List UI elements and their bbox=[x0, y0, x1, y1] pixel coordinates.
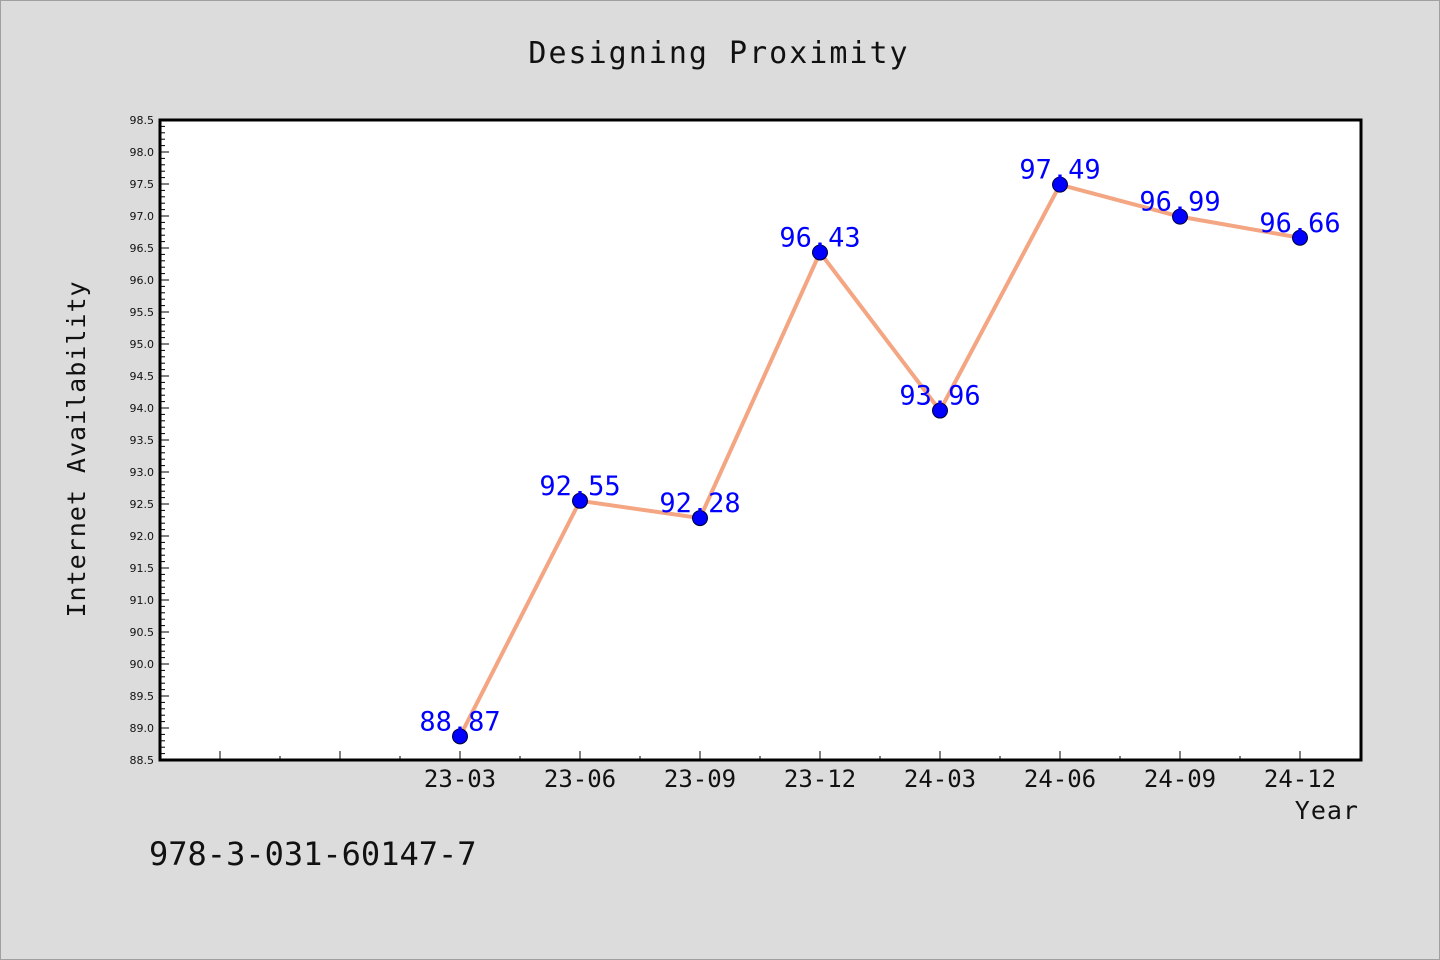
data-point bbox=[1292, 229, 1308, 246]
series-group: 88.87 92.55 92.28 96.43 93.96 97.49 96.99 96.66 bbox=[419, 155, 1341, 745]
chart-title: Designing Proximity bbox=[528, 36, 909, 71]
data-point bbox=[452, 728, 468, 745]
x-tick-label: 24-06 bbox=[1024, 765, 1096, 793]
y-tick-label: 89.5 bbox=[130, 690, 155, 703]
footnote: 978-3-031-60147-7 bbox=[149, 835, 477, 873]
y-tick-label: 98.5 bbox=[130, 114, 155, 127]
y-tick-label: 96.5 bbox=[130, 242, 155, 255]
x-tick-label: 24-03 bbox=[904, 765, 976, 793]
y-tick-label: 95.0 bbox=[130, 338, 155, 351]
y-tick-label: 97.5 bbox=[130, 178, 155, 191]
y-axis: 88.5 89.0 89.5 90.0 90.5 91.0 91.5 92.0 92.5 93.0… bbox=[130, 114, 169, 767]
y-tick-label: 93.0 bbox=[130, 466, 155, 479]
y-tick-label: 90.5 bbox=[130, 626, 155, 639]
data-label: 97.49 bbox=[1019, 155, 1100, 186]
data-label: 93.96 bbox=[899, 381, 980, 412]
data-label: 96.99 bbox=[1139, 187, 1220, 218]
data-label: 88.87 bbox=[419, 706, 500, 737]
data-label: 92.55 bbox=[539, 471, 620, 502]
x-axis: 23-03 23-06 23-09 23-12 24-03 24-06 24-09 24-12 bbox=[159, 751, 1336, 793]
y-tick-label: 95.5 bbox=[130, 306, 155, 319]
data-point bbox=[812, 244, 828, 261]
y-tick-label: 88.5 bbox=[130, 754, 155, 767]
data-point bbox=[1172, 208, 1188, 225]
data-label: 96.43 bbox=[779, 222, 860, 253]
y-tick-label: 92.0 bbox=[130, 530, 155, 543]
y-axis-label: Internet Availability bbox=[62, 280, 91, 617]
x-tick-label: 23-12 bbox=[784, 765, 856, 793]
x-axis-label: Year bbox=[1295, 796, 1359, 825]
x-tick-label: 23-09 bbox=[664, 765, 736, 793]
data-point bbox=[1052, 176, 1068, 193]
y-tick-label: 91.0 bbox=[130, 594, 155, 607]
y-tick-label: 96.0 bbox=[130, 274, 155, 287]
y-tick-label: 98.0 bbox=[130, 146, 155, 159]
plot-frame bbox=[158, 118, 1363, 762]
x-tick-label: 23-03 bbox=[424, 765, 496, 793]
series-line bbox=[458, 182, 1301, 738]
data-label: 92.28 bbox=[659, 488, 740, 519]
data-label: 96.66 bbox=[1259, 208, 1340, 239]
y-tick-label: 90.0 bbox=[130, 658, 155, 671]
y-tick-label: 94.0 bbox=[130, 402, 155, 415]
y-tick-label: 89.0 bbox=[130, 722, 155, 735]
x-tick-label: 24-12 bbox=[1264, 765, 1336, 793]
x-tick-label: 24-09 bbox=[1144, 765, 1216, 793]
y-tick-label: 91.5 bbox=[130, 562, 155, 575]
y-tick-label: 97.0 bbox=[130, 210, 155, 223]
data-point bbox=[572, 492, 588, 509]
plot-area bbox=[160, 120, 1361, 760]
y-tick-label: 93.5 bbox=[130, 434, 155, 447]
x-tick-label: 23-06 bbox=[544, 765, 616, 793]
data-point bbox=[932, 402, 948, 419]
data-point bbox=[692, 510, 708, 527]
y-tick-label: 94.5 bbox=[130, 370, 155, 383]
y-tick-label: 92.5 bbox=[130, 498, 155, 511]
